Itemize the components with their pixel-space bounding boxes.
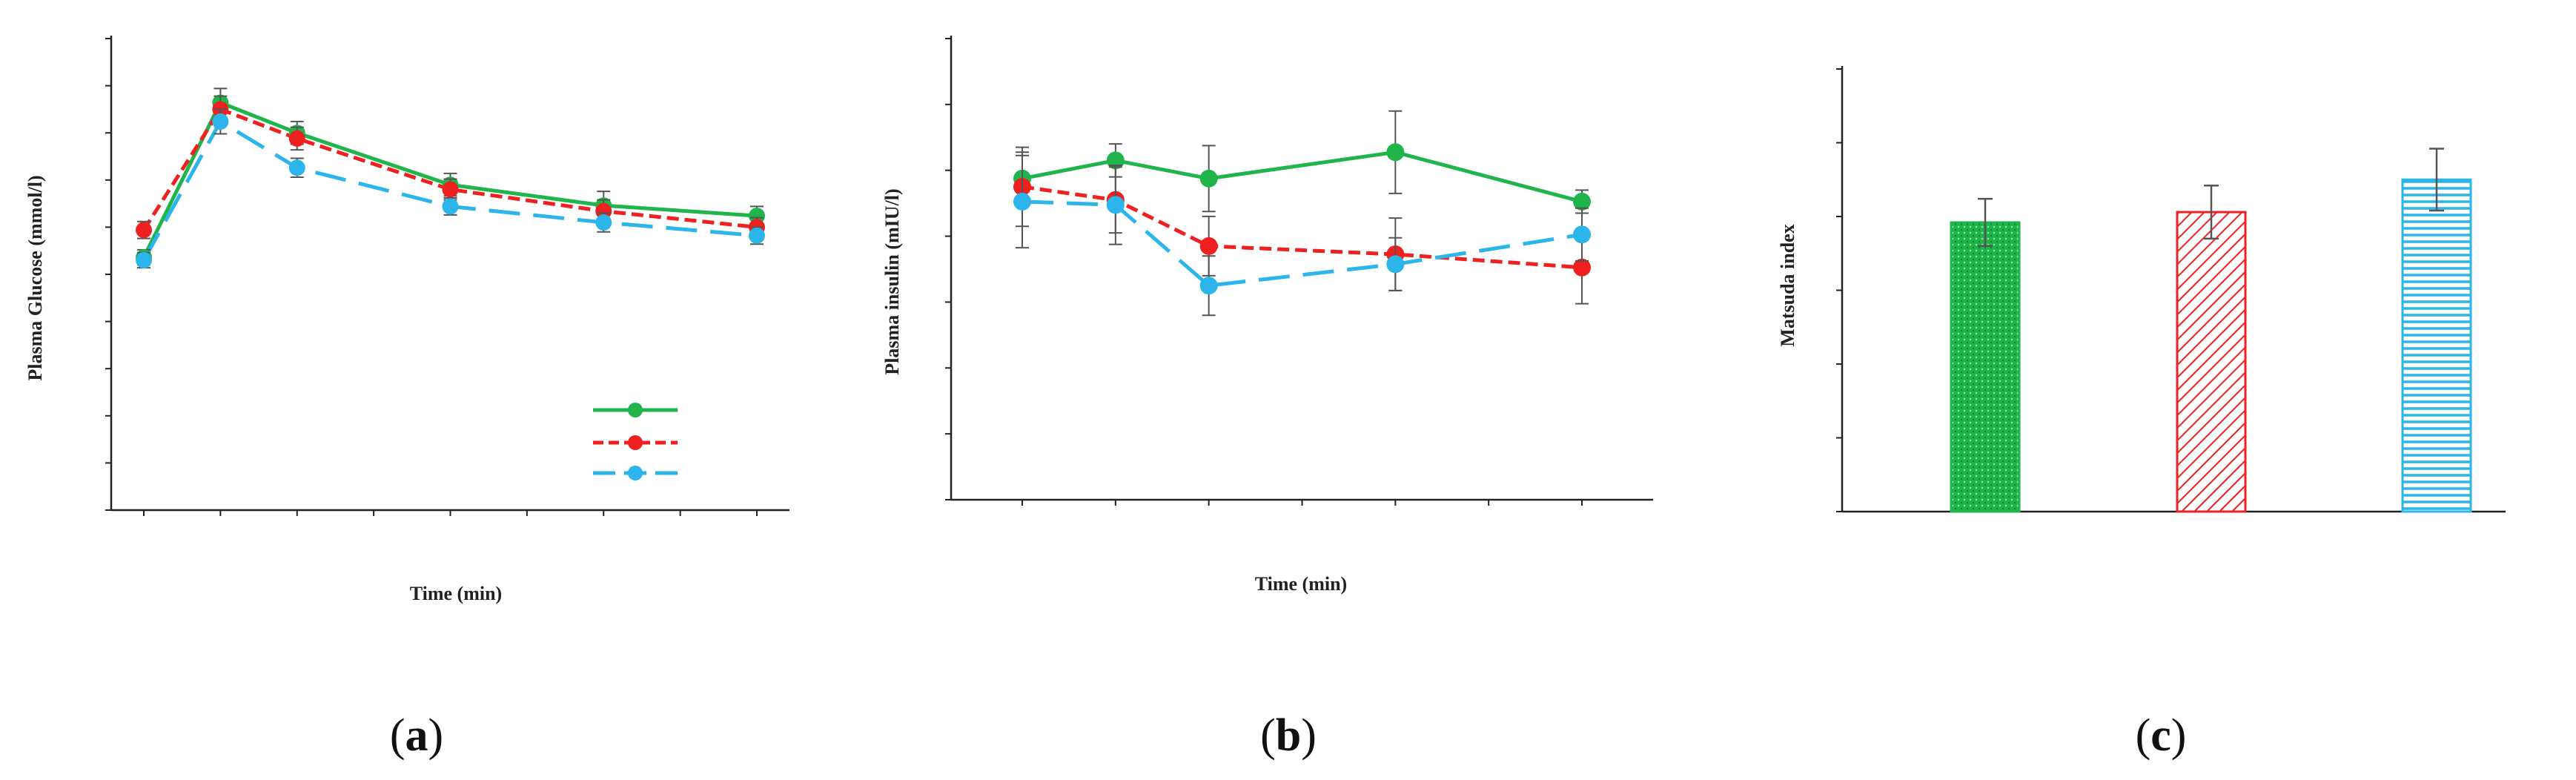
- b-series-arabica-line: [1022, 185, 1583, 270]
- a-point-arabica: [595, 202, 612, 219]
- legend-control-marker: [628, 403, 643, 417]
- b-point-control: [1199, 169, 1218, 188]
- a-point-arabica: [288, 130, 305, 147]
- panel-a-ylabel: Plasma Glucose (mmol/l): [24, 175, 46, 380]
- b-point-robusta: [1199, 277, 1218, 295]
- c-bar-control: [1950, 221, 2021, 513]
- panel-a-legend: [593, 403, 678, 480]
- a-point-robusta: [442, 198, 459, 215]
- c-bar-arabica: [2176, 211, 2247, 513]
- a-point-arabica: [442, 181, 459, 198]
- b-point-arabica: [1199, 237, 1218, 255]
- b-point-robusta: [1573, 225, 1591, 244]
- panel-b-ylabel: Plasma insulin (mIU/l): [881, 188, 903, 374]
- b-point-robusta: [1386, 255, 1405, 274]
- a-point-robusta: [212, 113, 229, 130]
- panel-a-xlabel: Time (min): [410, 583, 502, 604]
- b-series-control-line: [1022, 150, 1583, 204]
- c-bar-robusta: [2401, 178, 2472, 513]
- a-point-arabica: [136, 222, 152, 239]
- b-point-control: [1573, 192, 1591, 211]
- a-series-arabica-line: [142, 107, 758, 231]
- b-point-control: [1386, 143, 1405, 162]
- panel-a-glucose-chart: Time (min) Plasma Glucose (mmol/l): [24, 36, 789, 604]
- b-point-robusta: [1013, 192, 1031, 211]
- a-point-control: [749, 208, 765, 225]
- panel-c-ylabel: Matsuda index: [1777, 224, 1798, 346]
- b-point-arabica: [1573, 258, 1591, 277]
- a-series-robusta-line: [142, 119, 758, 262]
- legend-arabica-marker: [628, 435, 643, 450]
- svg-text:(c): (c): [2136, 710, 2187, 761]
- svg-text:(a): (a): [390, 710, 443, 761]
- a-point-robusta: [136, 251, 152, 268]
- panel-label-a: (a): [390, 710, 443, 761]
- svg-text:(b): (b): [1260, 710, 1317, 761]
- panel-b-insulin-chart: Time (min) Plasma insulin (mIU/l): [881, 36, 1653, 595]
- panel-c-matsuda-chart: Matsuda index: [1777, 66, 2506, 513]
- b-point-robusta: [1106, 196, 1125, 214]
- panel-label-b: (b): [1260, 710, 1317, 761]
- legend-robusta-marker: [628, 466, 643, 480]
- panel-b-xlabel: Time (min): [1255, 573, 1347, 595]
- a-point-robusta: [288, 159, 305, 176]
- a-point-robusta: [749, 227, 765, 244]
- panel-label-c: (c): [2136, 710, 2187, 761]
- a-point-robusta: [595, 214, 612, 231]
- b-series-robusta-line: [1022, 199, 1583, 288]
- a-series-control-line: [142, 101, 758, 259]
